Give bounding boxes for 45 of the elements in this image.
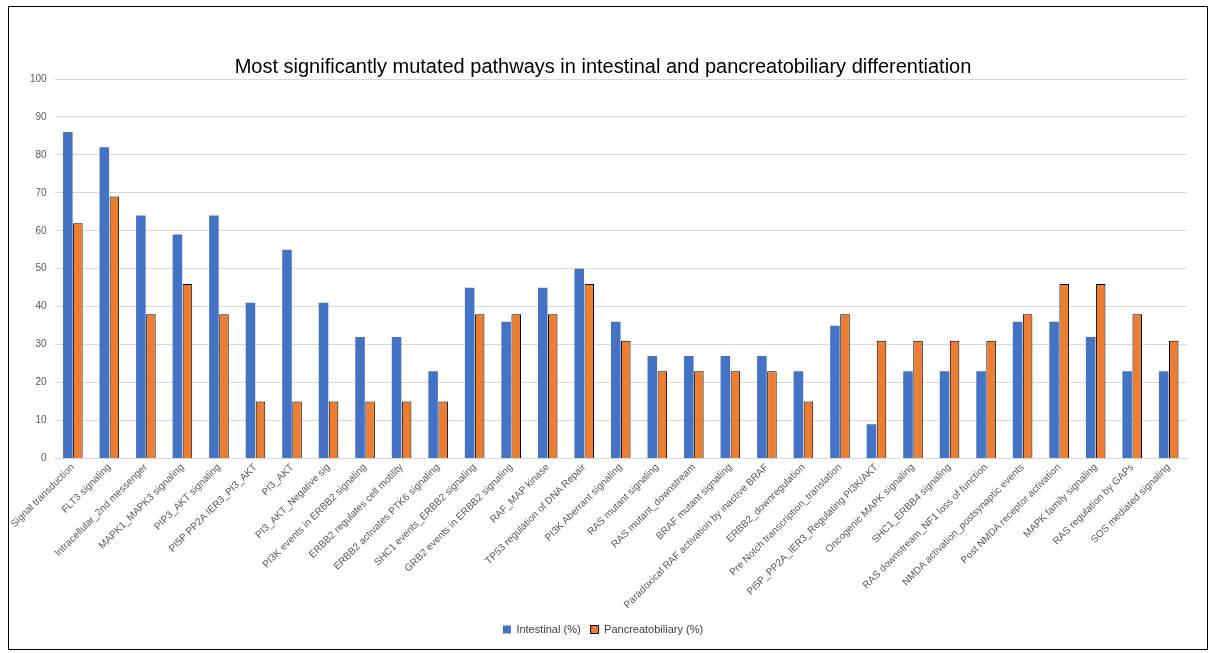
bar [245,302,256,458]
bar [793,371,804,458]
bar [318,302,329,458]
bar [501,321,511,458]
y-tick-label: 0 [41,452,47,464]
bar [610,321,621,458]
y-tick-label: 90 [35,110,47,122]
bar [172,234,183,458]
y-tick-label: 80 [35,148,47,160]
chart-title: Most significantly mutated pathways in intestinal and pancreatobiliary differentiation [234,54,972,77]
y-tick-label: 10 [35,414,47,426]
bar [976,371,986,458]
bar [282,249,292,458]
y-tick-label: 20 [35,376,47,388]
y-tick-label: 50 [35,262,47,274]
bar [757,355,767,458]
bar [1085,337,1096,458]
legend-label: Pancreatobiliary (%) [604,622,704,635]
y-tick-label: 30 [35,338,47,350]
legend-label: Intestinal (%) [516,622,581,635]
y-tick-label: 100 [29,72,47,84]
bar [903,371,913,458]
bar [63,132,73,458]
bar [464,287,475,458]
bar [1158,371,1169,458]
bar [209,215,219,458]
bar [684,355,694,458]
bar [1122,371,1132,458]
y-tick-label: 60 [35,224,47,236]
y-tick-label: 40 [35,300,47,312]
bar [537,287,548,458]
bar [939,371,950,458]
bar [355,337,365,458]
bar [866,424,877,458]
bar [1049,321,1059,458]
bar [1012,321,1023,458]
bar [647,355,658,458]
bar [574,268,584,458]
bar [391,337,402,458]
bar [428,371,438,458]
bar [830,325,840,458]
bar [99,147,110,458]
bar [720,355,731,458]
y-tick-label: 70 [35,186,47,198]
bar [136,215,146,458]
